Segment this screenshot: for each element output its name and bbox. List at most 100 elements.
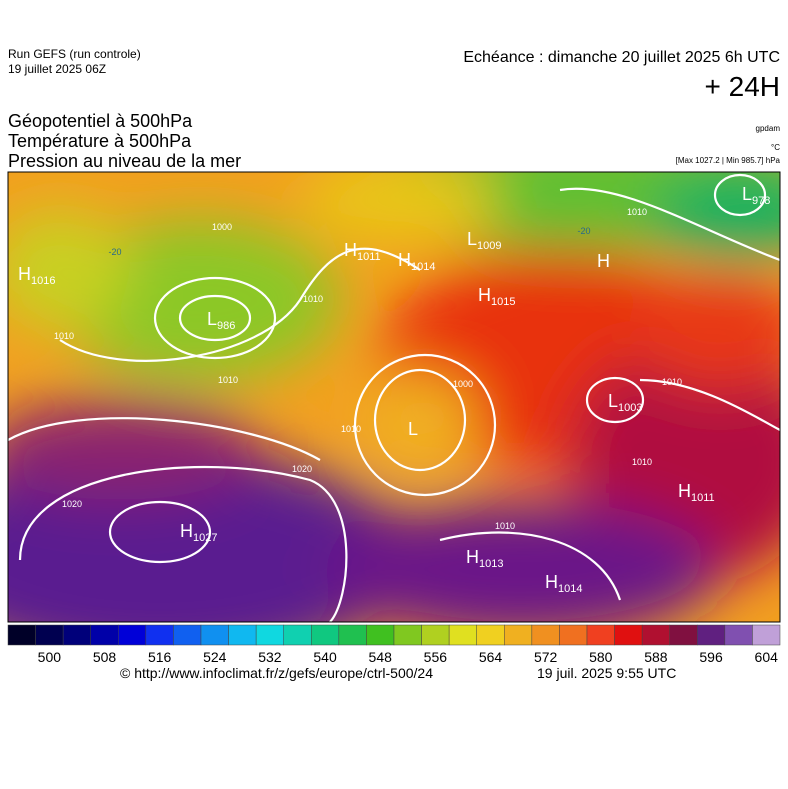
colorbar-cell: [173, 624, 202, 646]
center-kind: H: [545, 572, 558, 592]
temperature-field: [8, 172, 780, 622]
isobar-label: 1010: [662, 377, 682, 387]
colorbar-cell: [586, 624, 615, 646]
pressure-center: H1014: [398, 250, 435, 273]
center-value: 1011: [357, 251, 381, 263]
center-kind: L: [207, 309, 217, 329]
center-kind: H: [678, 481, 691, 501]
colorbar-cell: [669, 624, 698, 646]
map-title: Pression au niveau de la mer: [8, 151, 241, 171]
center-kind: L: [742, 184, 752, 204]
pressure-center: L: [408, 419, 418, 439]
colorbar-tick-label: 556: [424, 649, 448, 665]
colorbar-cell: [504, 624, 533, 646]
pressure-center: H1014: [545, 572, 582, 595]
pressure-center: H1011: [678, 481, 715, 504]
isobars: [8, 173, 780, 622]
isobar-label: 1010: [218, 375, 238, 385]
colorbar-cell: [752, 624, 781, 646]
center-kind: L: [408, 419, 418, 439]
colorbar-cell: [118, 624, 147, 646]
run-name: Run GEFS (run controle): [8, 47, 141, 61]
map-title: Géopotentiel à 500hPa: [8, 111, 193, 131]
colorbar-cell: [421, 624, 450, 646]
colorbar-tick-label: 580: [589, 649, 613, 665]
colorbar-cell: [531, 624, 560, 646]
colorbar-cell: [614, 624, 643, 646]
pressure-center: H1015: [478, 285, 515, 308]
colorbar-tick-label: 516: [148, 649, 172, 665]
colorbar-tick-label: 508: [93, 649, 117, 665]
colorbar-cell: [338, 624, 367, 646]
center-value: 1014: [411, 261, 435, 273]
map-title: Température à 500hPa: [8, 131, 192, 151]
map-frame: [7, 171, 781, 623]
center-kind: H: [597, 251, 610, 271]
colorbar-cell: [641, 624, 670, 646]
isobar-label: 1010: [632, 457, 652, 467]
colorbar-cell: [35, 624, 64, 646]
isobar-label: 1020: [62, 499, 82, 509]
colorbar-cell: [283, 624, 312, 646]
isobar-label: 1010: [303, 294, 323, 304]
colorbar-tick-label: 564: [479, 649, 503, 665]
extremes: [Max 1027.2 | Min 985.7] hPa: [676, 156, 781, 165]
colorbar-cell: [200, 624, 229, 646]
colorbar-tick-label: 540: [313, 649, 337, 665]
center-kind: H: [466, 547, 479, 567]
center-kind: L: [608, 391, 618, 411]
isobar-label: 1010: [341, 424, 361, 434]
pressure-center: L1003: [608, 391, 643, 414]
center-kind: H: [478, 285, 491, 305]
pressure-center: H: [597, 251, 610, 271]
isobar-label: 1010: [54, 331, 74, 341]
isobar-label: -20: [577, 226, 590, 236]
colorbar-tick-label: 500: [38, 649, 62, 665]
isobar-label: 1010: [495, 521, 515, 531]
center-value: 1011: [691, 492, 715, 504]
colorbar-tick-label: 596: [699, 649, 723, 665]
center-value: 1014: [558, 583, 582, 595]
colorbar-cell: [311, 624, 340, 646]
unit-temp: °C: [771, 143, 780, 152]
colorbar-tick-label: 524: [203, 649, 227, 665]
colorbar-cell: [559, 624, 588, 646]
colorbar-tick-label: 572: [534, 649, 558, 665]
colorbar-cell: [62, 624, 91, 646]
center-value: 1016: [31, 275, 55, 287]
center-value: 1003: [618, 402, 642, 414]
center-kind: H: [398, 250, 411, 270]
colorbar-cell: [255, 624, 284, 646]
run-date: 19 juillet 2025 06Z: [8, 62, 106, 76]
colorbar-cell: [448, 624, 477, 646]
lead-time: + 24H: [705, 71, 781, 102]
pressure-center: L978: [742, 184, 770, 207]
center-value: 1015: [491, 296, 515, 308]
pressure-center: H1013: [466, 547, 503, 570]
center-kind: L: [467, 229, 477, 249]
pressure-center: L986: [207, 309, 235, 332]
colorbar-cell: [393, 624, 422, 646]
center-value: 986: [217, 320, 235, 332]
colorbar-cell: [724, 624, 753, 646]
map-field: [8, 172, 780, 622]
unit-geo: gpdam: [756, 124, 781, 133]
center-value: 978: [752, 195, 770, 207]
colorbar-tick-label: 588: [644, 649, 668, 665]
center-kind: H: [180, 521, 193, 541]
colorbar-tick-label: 604: [755, 649, 779, 665]
center-value: 1013: [479, 558, 503, 570]
isobar-label: -20: [108, 247, 121, 257]
pressure-center: H1011: [344, 240, 381, 263]
colorbar-cell: [7, 624, 36, 646]
colorbar-cell: [697, 624, 726, 646]
colorbar-cell: [366, 624, 395, 646]
pressure-center: L1009: [467, 229, 502, 252]
colorbar-tick-label: 532: [258, 649, 282, 665]
pressure-center: H1016: [18, 264, 55, 287]
colorbar-cell: [145, 624, 174, 646]
center-value: 1027: [193, 532, 217, 544]
isobar-label: 1020: [292, 464, 312, 474]
pressure-center: H1027: [180, 521, 217, 544]
